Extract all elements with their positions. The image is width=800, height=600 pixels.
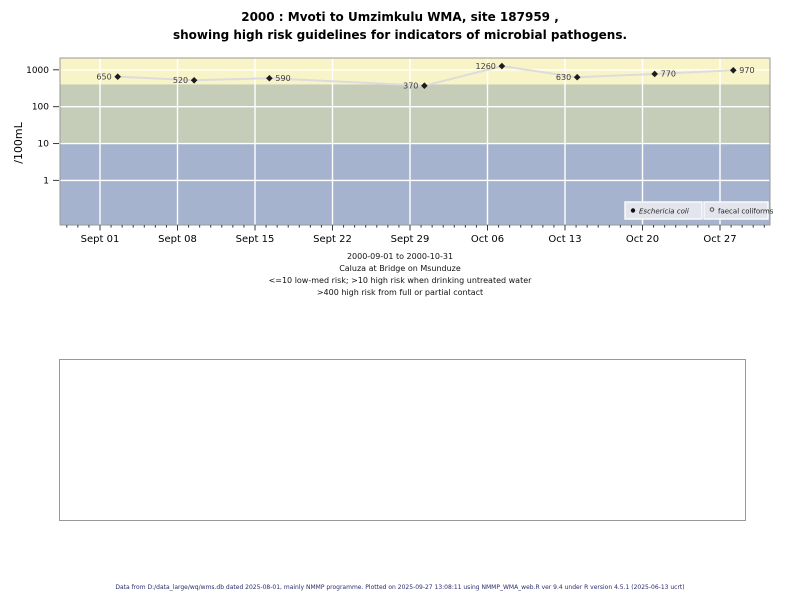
caption-risk-drinking: <=10 low-med risk; >10 high risk when dr… <box>268 276 532 285</box>
legend-box <box>703 201 769 220</box>
x-tick-label: Sept 08 <box>158 234 197 245</box>
footer-provenance: Data from D:/data_large/wq/wms.db dated … <box>115 584 685 591</box>
data-point <box>421 82 428 90</box>
x-tick-label: Oct 20 <box>626 234 659 245</box>
data-point <box>729 66 737 74</box>
y-tick-label: 10 <box>38 140 50 150</box>
legend-marker-filled-icon <box>630 208 636 213</box>
data-point-label: 590 <box>275 74 290 83</box>
y-tick-label: 1000 <box>26 66 49 76</box>
data-point-label: 650 <box>96 72 111 81</box>
x-tick-label: Oct 06 <box>471 234 504 245</box>
data-point-label: 520 <box>173 76 188 85</box>
data-point-label: 970 <box>739 66 754 75</box>
data-point-label: 770 <box>661 70 676 79</box>
chart-title-line2: showing high risk guidelines for indicat… <box>172 28 628 42</box>
legend-label: Eschericia coli <box>639 208 689 216</box>
x-tick-label: Sept 15 <box>236 234 275 245</box>
data-point <box>651 70 658 78</box>
x-tick-label: Sept 22 <box>313 234 352 245</box>
data-point <box>498 62 506 70</box>
data-point-label: 1260 <box>476 62 496 71</box>
chart-canvas: Sept 01 Sept 08 Sept 15 Sept 22 Sept 29 Oct 0… <box>12 57 774 245</box>
data-point <box>114 73 122 80</box>
y-axis-title: /100mL <box>12 121 25 163</box>
empty-panel <box>59 359 746 521</box>
x-tick-label: Oct 27 <box>703 234 736 245</box>
y-tick-label: 100 <box>32 103 49 113</box>
data-point-label: 630 <box>556 73 571 82</box>
data-point-label: 370 <box>403 81 418 90</box>
data-point <box>190 76 198 84</box>
chart-caption: 2000-09-01 to 2000-10-31 Caluza at Bridg… <box>0 251 800 299</box>
risk-band-10-to-400-high-risk-drinking <box>60 84 770 144</box>
x-tick-label: Sept 01 <box>81 234 120 245</box>
caption-site-name: Caluza at Bridge on Msunduze <box>339 264 461 273</box>
x-tick-label: Sept 29 <box>391 234 430 245</box>
x-tick-label: Oct 13 <box>548 234 581 245</box>
caption-risk-contact: >400 high risk from full or partial cont… <box>316 288 484 297</box>
caption-date-range: 2000-09-01 to 2000-10-31 <box>346 252 454 261</box>
chart-title: 2000 : Mvoti to Umzimkulu WMA, site 1879… <box>0 8 800 44</box>
data-point <box>266 74 273 82</box>
legend-box <box>624 201 703 220</box>
data-point <box>573 73 581 81</box>
series-line <box>117 65 734 87</box>
legend-label: faecal coliforms <box>718 208 774 216</box>
chart-title-line1: 2000 : Mvoti to Umzimkulu WMA, site 1879… <box>241 10 559 24</box>
y-tick-label: 1 <box>43 176 49 186</box>
legend-marker-open-icon <box>709 207 715 212</box>
panel-border <box>59 57 771 226</box>
